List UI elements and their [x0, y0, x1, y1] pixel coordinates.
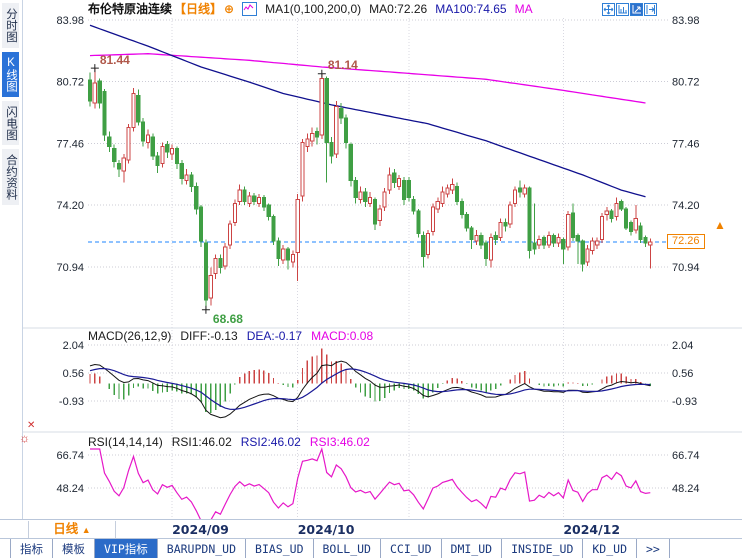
candles-layer [87, 68, 653, 310]
rsi-title: RSI(14,14,14) [88, 435, 163, 449]
svg-text:77.46: 77.46 [672, 138, 700, 150]
svg-text:70.94: 70.94 [56, 262, 84, 274]
date-axis-label: 2024/12 [563, 522, 621, 537]
date-axis-label: 2024/09 [172, 522, 229, 537]
svg-text:83.98: 83.98 [672, 15, 700, 27]
more-tabs-button[interactable]: >> [637, 539, 670, 558]
svg-text:2.04: 2.04 [63, 340, 84, 352]
indicator-chart-icon[interactable] [242, 1, 258, 16]
rsi-panel [90, 446, 651, 520]
chart-type-sidebar: 分时图 K线图闪电图合约资料 [0, 0, 23, 519]
date-axis-row: 日线 ▲ 2024/09 2024/10 2024/12 [0, 519, 742, 539]
macd-title: MACD(26,12,9) [88, 329, 172, 343]
indicator-tab-bar: 指标 模板 VIP指标 BARUPDN_UD BIAS_UD BOLL_UD CCI_UD D… [0, 539, 742, 558]
axis-zoom-in-icon[interactable] [616, 3, 629, 16]
svg-text:48.24: 48.24 [56, 483, 84, 495]
date-axis-label: 2024/10 [297, 522, 355, 537]
kline-chart-canvas[interactable]: 83.98 83.98 80.72 80.72 77.46 77.46 74.20 74.20… [0, 0, 742, 520]
chart-toolbar [602, 3, 657, 16]
svg-text:0.56: 0.56 [672, 368, 693, 380]
svg-text:70.94: 70.94 [672, 262, 700, 274]
svg-text:68.68: 68.68 [213, 312, 243, 326]
svg-text:-0.93: -0.93 [59, 396, 84, 408]
moving-average-lines [89, 24, 646, 198]
symbol-name: 布伦特原油连续 [88, 2, 173, 16]
timeframe-arrow-icon: ▲ [81, 525, 91, 535]
svg-text:74.20: 74.20 [672, 200, 700, 212]
indicator-tab[interactable]: BARUPDN_UD [158, 539, 247, 558]
close-indicator-icon[interactable]: ✕ [27, 420, 36, 431]
ma100-value: MA100:74.65 [435, 1, 507, 16]
price-up-arrow-icon: ▲ [714, 218, 726, 232]
indicator-tab[interactable]: VIP指标 [95, 539, 158, 558]
svg-text:66.74: 66.74 [56, 450, 84, 462]
sidebar-item[interactable]: K线图 [2, 51, 19, 97]
timeframe-label: 日线 [53, 522, 79, 536]
sidebar-item[interactable]: 分时图 [2, 3, 19, 48]
sidebar-item[interactable]: 合约资料 [2, 149, 19, 205]
svg-text:74.20: 74.20 [56, 200, 84, 212]
shift-right-icon[interactable] [644, 3, 657, 16]
timeframe-selector[interactable]: 日线 ▲ [28, 521, 116, 538]
svg-text:81.44: 81.44 [100, 53, 130, 67]
macd-macd-value: MACD:0.08 [311, 329, 374, 343]
pan-tool-icon[interactable] [602, 3, 615, 16]
svg-text:80.72: 80.72 [672, 77, 700, 89]
rsi-legend: RSI(14,14,14) RSI1:46.02 RSI2:46.02 RSI3… [88, 435, 370, 449]
add-indicator-icon[interactable]: ⊕ [224, 1, 235, 16]
macd-dea-value: DEA:-0.17 [246, 329, 303, 343]
indicator-settings-icon[interactable]: ☼ [19, 431, 30, 445]
macd-diff-value: DIFF:-0.13 [180, 329, 238, 343]
indicator-tab[interactable]: BIAS_UD [246, 539, 314, 558]
svg-text:2.04: 2.04 [672, 340, 693, 352]
last-price-badge: 72.26 [667, 234, 705, 249]
svg-text:-0.93: -0.93 [672, 396, 697, 408]
svg-text:83.98: 83.98 [56, 15, 84, 27]
rsi3-value: RSI3:46.02 [309, 435, 370, 449]
period-tag: 【日线】 [174, 2, 223, 16]
svg-text:66.74: 66.74 [672, 450, 700, 462]
indicator-tab[interactable]: CCI_UD [381, 539, 442, 558]
price-annotations: 81.44 81.14 68.68 [90, 53, 358, 326]
indicator-tab[interactable]: DMI_UD [442, 539, 503, 558]
svg-text:77.46: 77.46 [56, 138, 84, 150]
rsi1-value: RSI1:46.02 [171, 435, 232, 449]
indicator-tab[interactable]: 指标 [10, 539, 53, 558]
axis-zoom-out-icon[interactable] [630, 3, 643, 16]
indicator-tab[interactable]: KD_UD [583, 539, 637, 558]
ma-params-label: MA1(0,100,200,0) [265, 1, 362, 16]
indicator-tab[interactable]: BOLL_UD [314, 539, 381, 558]
indicator-tab[interactable]: INSIDE_UD [502, 539, 584, 558]
rsi2-value: RSI2:46.02 [240, 435, 301, 449]
sidebar-item[interactable]: 闪电图 [2, 100, 19, 145]
chart-legend: 布伦特原油连续 【日线】 ⊕ MA1(0,100,200,0) MA0:72.26 … [88, 1, 533, 16]
macd-legend: MACD(26,12,9) DIFF:-0.13 DEA:-0.17 MACD:… [88, 329, 373, 343]
svg-text:0.56: 0.56 [63, 368, 84, 380]
indicator-tab[interactable]: 模板 [53, 539, 95, 558]
macd-panel [89, 348, 651, 419]
svg-text:48.24: 48.24 [672, 483, 700, 495]
svg-text:80.72: 80.72 [56, 77, 84, 89]
ma0-value: MA0:72.26 [369, 1, 428, 16]
ma200-value: MA [514, 1, 533, 16]
svg-text:81.14: 81.14 [328, 58, 358, 72]
